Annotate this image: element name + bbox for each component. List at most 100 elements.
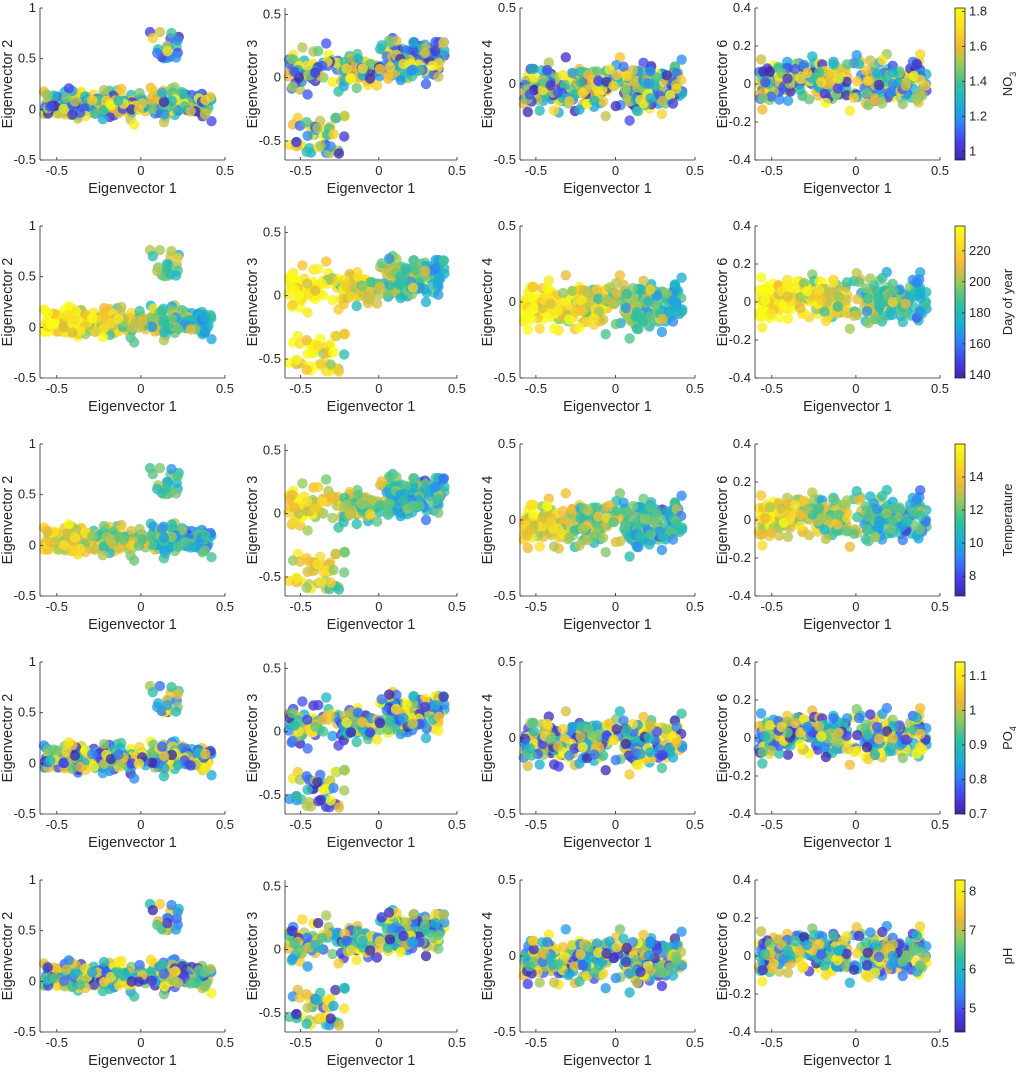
scatter-point: [420, 514, 432, 526]
scatter-point: [154, 244, 166, 256]
y-tick-label: -0.2: [729, 114, 751, 129]
y-tick-label: 0.5: [498, 436, 516, 451]
scatter-point: [534, 105, 545, 116]
colorbar-tick-label: 180: [969, 305, 991, 320]
scatter-point: [621, 70, 632, 82]
scatter-point: [166, 531, 177, 543]
scatter-point: [816, 77, 827, 88]
scatter-point: [760, 513, 771, 524]
scatter-point: [172, 105, 184, 117]
scatter-point: [591, 720, 603, 731]
y-tick-label: 0.5: [18, 487, 36, 502]
scatter-point: [330, 112, 341, 124]
scatter-point: [297, 260, 308, 271]
scatter-point: [67, 763, 78, 774]
scatter-points: [283, 32, 450, 159]
scatter-point: [795, 520, 806, 532]
scatter-point: [63, 519, 74, 530]
scatter-point: [162, 264, 173, 275]
scatter-point: [560, 488, 571, 499]
scatter-point: [133, 540, 145, 551]
scatter-point: [832, 83, 843, 94]
y-tick-label: 0.5: [263, 660, 281, 675]
scatter-point: [851, 268, 862, 279]
scatter-point: [841, 495, 853, 506]
scatter-point: [755, 272, 767, 283]
scatter-point: [527, 717, 539, 729]
scatter-point: [302, 130, 313, 141]
scatter-point: [661, 506, 673, 517]
scatter-point: [542, 718, 553, 730]
scatter-point: [352, 707, 364, 718]
scatter-point: [391, 253, 402, 265]
scatter-point: [159, 545, 170, 556]
scatter-point: [433, 57, 444, 69]
scatter-point: [158, 532, 170, 544]
colorbar-tick-label: 14: [969, 469, 983, 484]
x-axis-label: Eigenvector 1: [327, 835, 416, 851]
scatter-point: [310, 503, 321, 514]
scatter-point: [548, 541, 560, 552]
scatter-point: [333, 366, 345, 377]
scatter-point: [524, 307, 535, 318]
scatter-point: [862, 75, 873, 86]
scatter-point: [557, 287, 569, 299]
x-tick-label: 0.5: [216, 163, 234, 178]
x-tick-label: 0: [852, 381, 859, 396]
scatter-point: [206, 116, 217, 127]
scatter-point: [844, 541, 856, 552]
scatter-point: [341, 717, 352, 728]
x-axis-label: Eigenvector 1: [88, 835, 177, 851]
scatter-points: [753, 702, 932, 770]
scatter-point: [87, 749, 98, 760]
scatter-point: [582, 69, 594, 81]
scatter-point: [861, 88, 873, 99]
scatter-point: [885, 305, 897, 316]
scatter-point: [315, 576, 326, 587]
scatter-point: [333, 522, 344, 533]
scatter-point: [552, 87, 564, 98]
scatter-point: [816, 513, 827, 524]
scatter-point: [557, 505, 569, 517]
scatter-point: [154, 462, 166, 474]
y-axis-label: Eigenvector 4: [480, 476, 496, 565]
y-axis-label: Eigenvector 6: [715, 258, 731, 347]
x-tick-label: 0.5: [686, 163, 704, 178]
scatter-point: [608, 734, 619, 746]
scatter-point: [185, 542, 196, 553]
scatter-point: [611, 288, 622, 299]
x-axis-label: Eigenvector 1: [327, 617, 416, 633]
y-tick-label: -0.5: [14, 370, 36, 385]
scatter-point: [97, 550, 109, 561]
scatter-point: [560, 270, 571, 281]
y-tick-label: 0.4: [733, 436, 751, 451]
scatter-point: [598, 532, 609, 543]
scatter-point: [67, 327, 78, 338]
x-axis-label: Eigenvector 1: [327, 181, 416, 197]
scatter-point: [522, 106, 533, 118]
scatter-point: [611, 724, 622, 735]
scatter-point: [820, 97, 832, 109]
scatter-point: [166, 95, 177, 107]
x-tick-label: -0.5: [525, 163, 547, 178]
scatter-point: [419, 701, 431, 713]
scatter-point: [145, 530, 157, 542]
scatter-point: [97, 768, 109, 779]
scatter-point: [172, 323, 184, 335]
scatter-point: [755, 708, 767, 719]
scatter-point: [631, 105, 643, 117]
scatter-point: [172, 471, 183, 482]
scatter-point: [172, 541, 184, 553]
y-axis-label: Eigenvector 6: [715, 476, 731, 565]
scatter-point: [911, 276, 922, 287]
scatter-point: [552, 305, 564, 316]
scatter-point: [852, 512, 863, 523]
y-tick-label: 1: [29, 436, 36, 451]
scatter-point: [98, 520, 110, 532]
scatter-point: [795, 291, 806, 303]
scatter-point: [567, 285, 578, 297]
scatter-point: [915, 267, 926, 278]
scatter-point: [321, 256, 332, 267]
scatter-point: [915, 703, 926, 714]
scatter-point: [600, 329, 611, 340]
